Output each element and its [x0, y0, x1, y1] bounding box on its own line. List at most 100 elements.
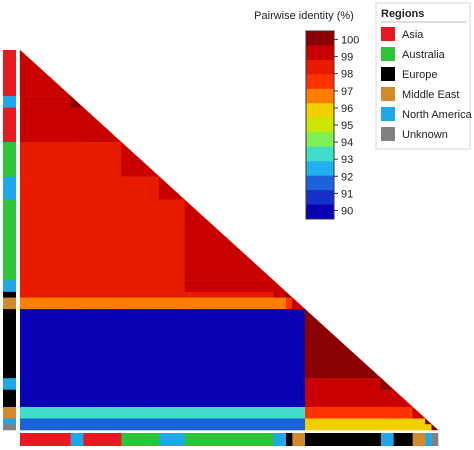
- legend-swatch: [381, 87, 395, 101]
- legend-swatch: [381, 47, 395, 61]
- regions-legend: Regions Asia Australia Europe Middle East No…: [375, 2, 473, 150]
- heatmap-cell: [184, 378, 274, 390]
- heatmap-cell: [159, 418, 185, 425]
- heatmap-cell: [83, 418, 122, 425]
- heatmap-cell: [393, 406, 413, 419]
- heatmap-cell: [83, 378, 122, 390]
- heatmap-cell: [292, 418, 306, 425]
- colorbar-tick-label: 97: [341, 86, 353, 98]
- heatmap-cell: [159, 406, 185, 419]
- colorbar-tick-label: 92: [341, 171, 353, 183]
- heatmap-cell: [305, 389, 382, 408]
- heatmap-cell: [70, 280, 84, 293]
- heatmap-cell: [184, 424, 274, 431]
- heatmap-cell: [121, 424, 160, 431]
- heatmap-cell: [273, 291, 287, 298]
- colorbar-ticks: 100 99 98 97 96 95 94 93 92 91 90: [334, 35, 359, 217]
- heatmap-cell: [184, 280, 274, 293]
- heatmap-cell: [121, 309, 160, 379]
- region-segment: [292, 433, 306, 446]
- colorbar-swatch: [306, 132, 334, 147]
- region-segment: [381, 433, 394, 446]
- heatmap-cell: [159, 389, 185, 408]
- heatmap-cell: [184, 309, 274, 379]
- region-strip-bottom: [20, 433, 439, 446]
- colorbar-tick-label: 96: [341, 103, 353, 115]
- heatmap-cell: [273, 418, 287, 425]
- heatmap-cell: [273, 389, 287, 408]
- legend-label: Unknown: [402, 129, 448, 141]
- heatmap-cell: [412, 418, 426, 425]
- heatmap-cell: [20, 297, 71, 310]
- colorbar-swatch: [306, 146, 334, 162]
- heatmap-cell: [121, 291, 160, 298]
- colorbar: Pairwise identity (%) 100 99 98 97 96 95 94 93 9…: [254, 10, 359, 220]
- identity-heatmap: [19, 49, 439, 431]
- heatmap-cell: [159, 424, 185, 431]
- heatmap-cell: [292, 389, 306, 408]
- heatmap-cell: [273, 378, 287, 390]
- heatmap-cell: [286, 378, 293, 390]
- colorbar-tick-label: 100: [341, 35, 359, 47]
- heatmap-cell: [159, 297, 185, 310]
- heatmap-cell: [273, 297, 287, 310]
- legend-swatch: [381, 127, 395, 141]
- heatmap-cell: [273, 309, 287, 379]
- heatmap-cell: [305, 424, 382, 431]
- colorbar-swatch: [306, 88, 334, 104]
- heatmap-cell: [83, 142, 122, 177]
- heatmap-cell: [286, 297, 293, 310]
- legend-label: North America: [402, 109, 473, 121]
- region-segment: [3, 199, 16, 281]
- colorbar-swatch: [306, 59, 334, 75]
- heatmap-cell: [70, 142, 84, 177]
- heatmap-cell: [83, 309, 122, 379]
- legend-entries: Asia Australia Europe Middle East North Amer…: [381, 27, 473, 141]
- heatmap-cell: [425, 424, 432, 431]
- heatmap-cell: [20, 176, 71, 200]
- region-segment: [3, 176, 16, 200]
- heatmap-cell: [292, 378, 306, 390]
- heatmap-cell: [83, 107, 122, 143]
- region-segment: [425, 433, 432, 446]
- heatmap-cell: [286, 418, 293, 425]
- region-segment: [121, 433, 160, 446]
- region-segment: [159, 433, 185, 446]
- heatmap-cell: [431, 423, 439, 431]
- heatmap-cell: [285, 291, 293, 298]
- colorbar-swatch: [306, 117, 334, 133]
- heatmap-cell: [121, 418, 160, 425]
- heatmap-cell: [292, 424, 306, 431]
- region-segment: [3, 280, 16, 293]
- heatmap-cell: [184, 406, 274, 419]
- heatmap-cell: [20, 291, 71, 298]
- region-segment: [70, 433, 84, 446]
- heatmap-cell: [393, 424, 413, 431]
- heatmap-cell: [121, 141, 160, 177]
- heatmap-cell: [121, 297, 160, 310]
- heatmap-cell: [20, 107, 71, 143]
- heatmap-cell: [20, 406, 71, 419]
- region-segment: [83, 433, 122, 446]
- colorbar-swatch: [306, 45, 334, 61]
- heatmap-cell: [286, 424, 293, 431]
- heatmap-cell: [70, 389, 84, 408]
- heatmap-cell: [159, 309, 185, 379]
- region-segment: [3, 50, 16, 97]
- region-strip-left: [3, 50, 16, 431]
- heatmap-cell: [121, 280, 160, 293]
- heatmap-cell: [83, 297, 122, 310]
- heatmap-cell: [184, 297, 274, 310]
- region-segment: [3, 96, 16, 108]
- region-segment: [3, 107, 16, 143]
- colorbar-swatch: [306, 190, 334, 205]
- region-segment: [273, 433, 287, 446]
- region-segment: [3, 309, 16, 379]
- heatmap-cell: [83, 291, 122, 298]
- region-segment: [286, 433, 293, 446]
- legend-label: Europe: [402, 69, 437, 81]
- heatmap-cell: [70, 309, 84, 379]
- colorbar-swatch: [306, 161, 334, 176]
- heatmap-cell: [70, 291, 84, 298]
